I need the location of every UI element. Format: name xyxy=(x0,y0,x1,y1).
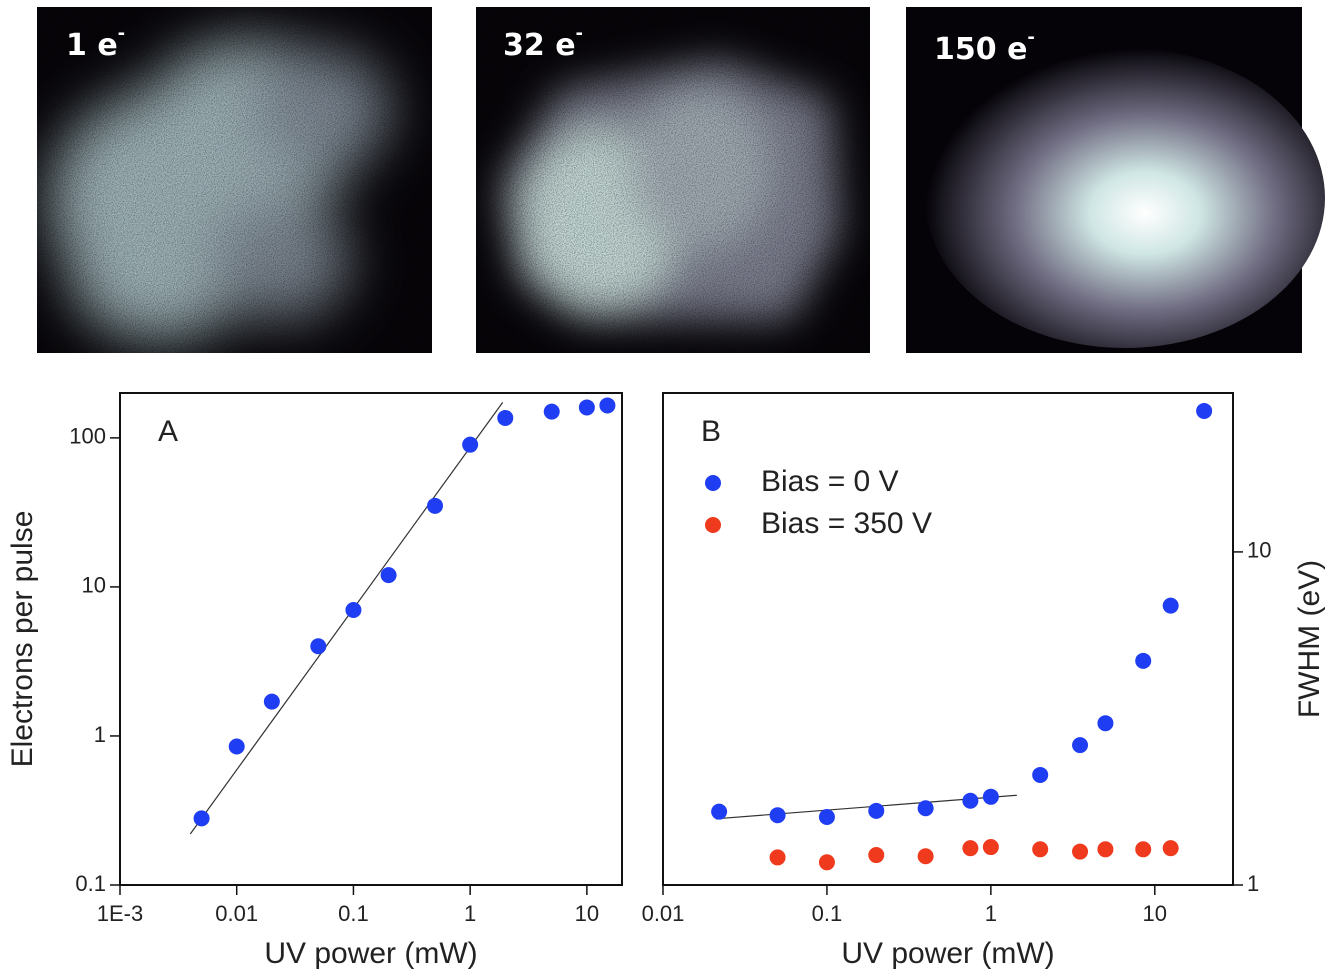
data-point xyxy=(462,436,479,453)
legend-marker xyxy=(705,475,721,491)
x-tick-label: 0.1 xyxy=(812,901,843,926)
data-point xyxy=(1097,841,1114,858)
x-axis-label: UV power (mW) xyxy=(841,937,1054,970)
data-point xyxy=(599,397,616,414)
x-tick-label: 1 xyxy=(985,901,997,926)
image-label: 32 e- xyxy=(503,23,583,63)
data-point xyxy=(769,849,786,866)
image-2 xyxy=(476,7,870,353)
data-point xyxy=(982,839,999,856)
image-1 xyxy=(37,7,432,353)
data-point xyxy=(818,854,835,871)
plot-frame xyxy=(119,392,623,886)
y-tick-label: 100 xyxy=(69,424,106,449)
data-point xyxy=(1135,841,1152,858)
data-point xyxy=(1072,737,1089,754)
y-tick-label: 1 xyxy=(94,722,106,747)
data-point xyxy=(543,403,560,420)
data-point xyxy=(868,802,885,819)
data-point xyxy=(263,693,280,710)
data-point xyxy=(497,409,514,426)
data-point xyxy=(193,810,210,827)
x-axis-label: UV power (mW) xyxy=(264,937,477,970)
image-label: 1 e- xyxy=(66,23,125,63)
data-point xyxy=(1135,652,1152,669)
data-point xyxy=(982,788,999,805)
y-tick-label: 10 xyxy=(82,573,106,598)
x-tick-label: 0.01 xyxy=(642,901,685,926)
data-point xyxy=(962,792,979,809)
data-point xyxy=(818,809,835,826)
data-point xyxy=(380,567,397,584)
data-point xyxy=(310,638,327,655)
data-point xyxy=(1162,597,1179,614)
data-point xyxy=(1032,766,1049,783)
data-point xyxy=(345,601,362,618)
data-point xyxy=(917,848,934,865)
data-point xyxy=(1072,843,1089,860)
x-tick-label: 10 xyxy=(575,901,599,926)
data-point xyxy=(769,807,786,824)
x-tick-label: 0.1 xyxy=(338,901,369,926)
fit-line xyxy=(189,402,504,835)
panel-label: A xyxy=(158,415,178,448)
y-axis-label: Electrons per pulse xyxy=(6,511,39,768)
legend-marker xyxy=(705,517,721,533)
legend-label: Bias = 350 V xyxy=(761,507,932,540)
x-tick-label: 1E-3 xyxy=(97,901,143,926)
data-point xyxy=(1196,402,1213,419)
data-point xyxy=(1162,840,1179,857)
y-tick-label: 0.1 xyxy=(75,871,106,896)
panel-label: B xyxy=(701,415,721,448)
data-point xyxy=(1032,841,1049,858)
x-tick-label: 1 xyxy=(464,901,476,926)
plot-frame xyxy=(662,392,1234,886)
y-tick-label: 10 xyxy=(1247,538,1271,563)
data-point xyxy=(711,803,728,820)
image-label: 150 e- xyxy=(934,27,1035,67)
data-point xyxy=(1097,715,1114,732)
x-tick-label: 10 xyxy=(1143,901,1167,926)
y-tick-label: 1 xyxy=(1247,871,1259,896)
image-3 xyxy=(906,7,1325,353)
data-point xyxy=(578,399,595,416)
y2-axis-label: FWHM (eV) xyxy=(1293,560,1326,718)
data-point xyxy=(427,497,444,514)
data-point xyxy=(228,738,245,755)
data-point xyxy=(962,840,979,857)
legend-label: Bias = 0 V xyxy=(761,465,899,498)
data-point xyxy=(868,847,885,864)
x-tick-label: 0.01 xyxy=(215,901,258,926)
data-point xyxy=(917,800,934,817)
